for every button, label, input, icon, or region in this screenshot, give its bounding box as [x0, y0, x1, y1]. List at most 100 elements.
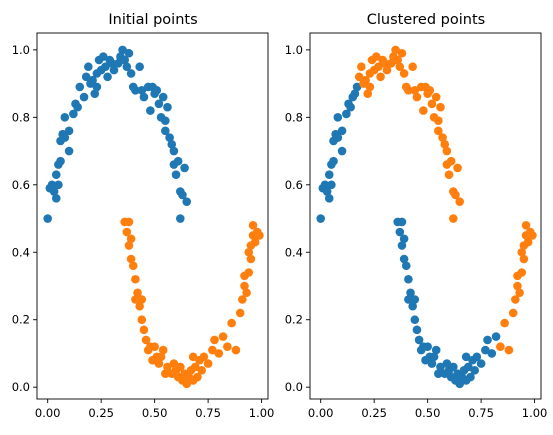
data-point — [238, 295, 247, 304]
y-tick-label: 0.0 — [285, 380, 303, 394]
data-point — [346, 102, 355, 112]
data-point — [131, 274, 140, 284]
data-point — [227, 318, 236, 328]
data-point — [496, 342, 505, 352]
data-point — [374, 62, 383, 72]
data-point — [517, 268, 527, 277]
x-tick-label: 0.25 — [361, 406, 387, 420]
data-point — [150, 342, 159, 352]
data-point — [483, 335, 492, 345]
data-point — [88, 75, 97, 85]
data-point — [466, 372, 475, 382]
data-point — [350, 89, 360, 99]
data-point — [470, 366, 479, 375]
data-point — [109, 65, 119, 75]
data-point — [60, 133, 70, 142]
data-point — [161, 369, 170, 379]
data-point — [431, 345, 441, 355]
y-tick-label: 0.8 — [12, 110, 30, 124]
data-point — [250, 237, 260, 247]
data-point — [107, 59, 117, 68]
data-point — [382, 65, 392, 75]
data-point — [327, 180, 336, 190]
y-tick-label: 0.0 — [12, 380, 30, 394]
data-point — [79, 92, 89, 102]
data-point — [500, 318, 509, 328]
data-point — [51, 170, 61, 179]
data-point — [391, 45, 400, 55]
data-point — [419, 106, 428, 115]
plot-initial-points: Initial points 0.00 0.25 0.50 0.75 1.00 0.00… — [12, 12, 275, 420]
x-tick-label: 1.00 — [522, 406, 548, 420]
data-point — [54, 180, 63, 190]
data-point — [240, 281, 249, 291]
data-point — [167, 140, 177, 149]
data-point — [412, 325, 422, 335]
data-point — [504, 345, 514, 355]
data-point — [128, 261, 138, 271]
data-point — [408, 62, 417, 72]
data-point — [372, 52, 381, 61]
data-point — [197, 366, 206, 375]
data-point — [99, 52, 108, 61]
data-point — [188, 352, 198, 362]
y-tick-label: 0.4 — [285, 245, 303, 259]
data-point — [60, 113, 70, 122]
data-point — [248, 220, 258, 230]
data-point — [75, 82, 85, 92]
data-point — [434, 116, 443, 126]
y-tick-label: 1.0 — [12, 43, 30, 57]
data-point — [434, 369, 443, 379]
data-point — [451, 190, 460, 200]
data-point — [180, 163, 189, 173]
axes-frame — [36, 32, 269, 400]
data-point — [399, 254, 409, 264]
data-point — [242, 288, 251, 298]
data-point — [453, 163, 462, 173]
data-point — [43, 214, 52, 223]
data-point — [393, 55, 402, 65]
data-point — [442, 146, 452, 156]
data-point — [244, 268, 254, 277]
data-point — [92, 82, 102, 92]
data-point — [436, 362, 445, 372]
y-tick-label: 0.2 — [12, 313, 30, 327]
data-point — [513, 281, 522, 291]
y-tick-label: 0.6 — [12, 178, 30, 192]
data-point — [404, 295, 413, 304]
data-point — [491, 332, 501, 341]
data-point — [103, 72, 112, 82]
data-point — [139, 325, 149, 335]
data-point — [363, 89, 373, 99]
data-point — [126, 254, 136, 264]
data-point — [365, 82, 375, 92]
data-point — [146, 106, 155, 115]
data-point — [173, 156, 183, 166]
data-point — [399, 234, 409, 244]
x-axis: 0.00 0.25 0.50 0.75 1.00 — [35, 399, 274, 420]
x-axis: 0.00 0.25 0.50 0.75 1.00 — [308, 399, 547, 420]
plot-clustered-points: Clustered points 0.00 0.25 0.50 0.75 1.00 0.… — [285, 12, 548, 420]
data-point — [414, 335, 424, 345]
x-tick-label: 0.25 — [88, 406, 114, 420]
data-point — [64, 126, 74, 136]
data-point — [163, 102, 172, 112]
data-point — [169, 359, 179, 368]
data-point — [137, 86, 147, 95]
data-point — [404, 274, 413, 284]
data-point — [210, 335, 219, 345]
data-point — [84, 62, 93, 72]
data-point — [176, 362, 185, 372]
data-point — [120, 55, 129, 65]
data-point — [199, 352, 209, 362]
data-point — [410, 86, 420, 95]
data-point — [425, 86, 435, 95]
data-point — [395, 62, 405, 72]
data-point — [333, 113, 343, 122]
data-point — [431, 92, 441, 102]
data-point — [446, 156, 456, 166]
data-point — [481, 345, 490, 355]
data-point — [214, 349, 224, 358]
x-tick-label: 0.50 — [142, 406, 168, 420]
